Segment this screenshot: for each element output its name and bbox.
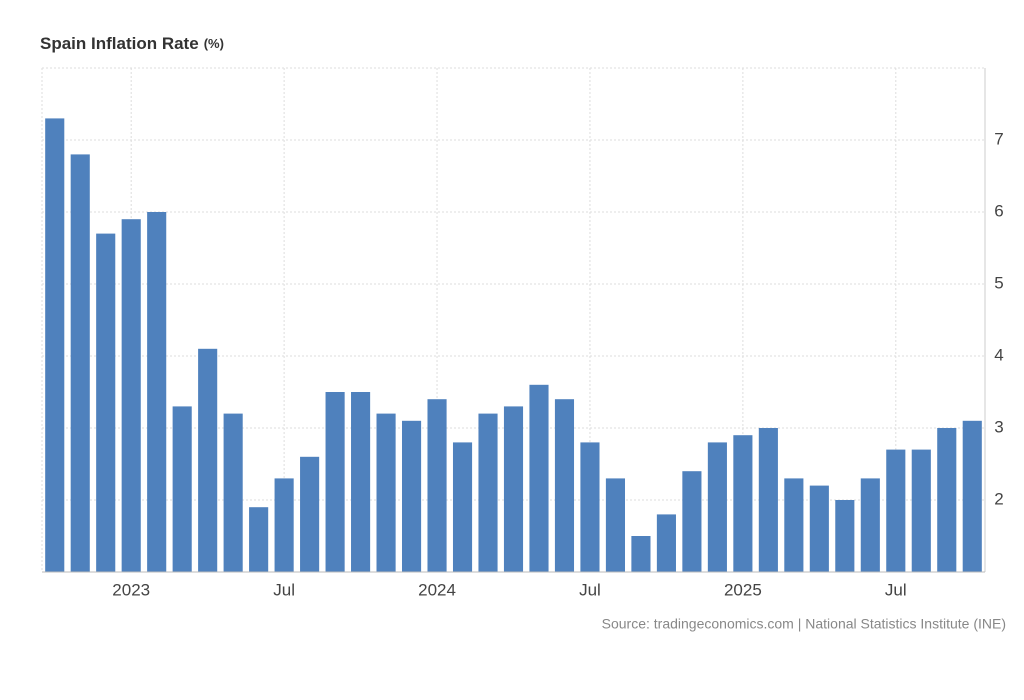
bar xyxy=(631,536,651,572)
x-tick-label: 2025 xyxy=(724,580,762,599)
y-tick-label: 2 xyxy=(994,489,1003,508)
y-tick-label: 7 xyxy=(994,129,1003,148)
x-tick-label: Jul xyxy=(273,580,295,599)
bar xyxy=(835,500,855,572)
bar xyxy=(325,392,345,572)
bar xyxy=(274,478,294,572)
bar xyxy=(886,449,906,572)
x-tick-label: 2023 xyxy=(112,580,150,599)
y-tick-label: 6 xyxy=(994,201,1003,220)
x-tick-label: Jul xyxy=(885,580,907,599)
bar xyxy=(503,406,524,572)
bar xyxy=(300,456,320,572)
chart-title: Spain Inflation Rate (%) xyxy=(40,34,224,53)
bar xyxy=(45,118,65,573)
bar xyxy=(682,471,702,572)
bar xyxy=(198,348,218,572)
bar xyxy=(529,384,549,572)
source-note: Source: tradingeconomics.com | National … xyxy=(602,616,1006,632)
bar xyxy=(580,442,600,572)
bar xyxy=(911,449,931,572)
bar xyxy=(401,420,422,572)
bar xyxy=(223,413,243,572)
bar xyxy=(427,399,447,572)
title-unit: (%) xyxy=(204,36,224,51)
bar xyxy=(784,478,804,572)
bar xyxy=(937,428,957,572)
y-tick-label: 4 xyxy=(994,345,1003,364)
bar xyxy=(172,406,192,572)
y-tick-label: 5 xyxy=(994,273,1003,292)
bar xyxy=(70,154,90,572)
bar xyxy=(656,514,676,572)
y-tick-label: 3 xyxy=(994,417,1003,436)
bar xyxy=(376,413,396,572)
bar xyxy=(554,399,575,572)
bar xyxy=(121,219,141,572)
bar xyxy=(249,507,269,572)
bar xyxy=(733,435,753,572)
bar xyxy=(860,478,880,572)
bar xyxy=(605,478,626,572)
x-tick-label: 2024 xyxy=(418,580,456,599)
title-text: Spain Inflation Rate xyxy=(40,34,199,53)
bar xyxy=(452,442,473,572)
bar xyxy=(962,420,982,572)
bar xyxy=(809,485,829,572)
bar xyxy=(147,212,167,572)
bar xyxy=(478,413,498,572)
x-tick-label: Jul xyxy=(579,580,601,599)
bar xyxy=(351,392,371,572)
bar xyxy=(707,442,727,572)
bar xyxy=(758,428,778,572)
bar xyxy=(96,233,116,572)
